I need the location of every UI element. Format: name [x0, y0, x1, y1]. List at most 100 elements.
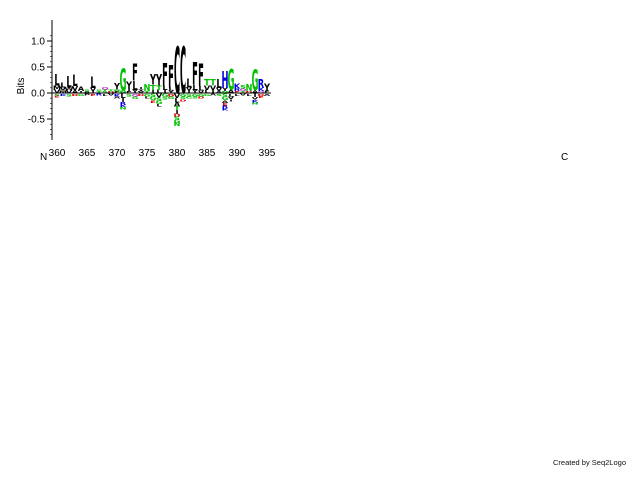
- logo-letter-c: C: [180, 34, 186, 108]
- logo-depleted-letter-g: G: [198, 93, 205, 97]
- logo-glyphs: VMLSEMVLKVWLSAVLDIAGASPIVLETSRSTQLDTVFNY…: [53, 34, 271, 127]
- logo-letter-y: Y: [149, 71, 156, 88]
- logo-depleted-letter-d: D: [72, 94, 79, 97]
- logo-depleted-letter-s: S: [54, 94, 61, 97]
- x-tick-label: 360: [49, 148, 66, 159]
- logo-letter-l: L: [192, 83, 197, 91]
- logo-depleted-letter-t: T: [174, 106, 180, 112]
- logo-letter-g: G: [120, 65, 127, 99]
- logo-depleted-letter-a: A: [264, 94, 271, 97]
- logo-letter-i: I: [187, 90, 190, 94]
- logo-letter-t: T: [108, 89, 115, 92]
- logo-depleted-letter-e: E: [258, 96, 264, 99]
- logo-letter-a: A: [228, 89, 236, 94]
- logo-letter-t: T: [150, 83, 156, 91]
- logo-letter-q: Q: [101, 86, 109, 90]
- logo-letter-f: F: [162, 58, 168, 94]
- y-tick-label: -0.5: [28, 115, 46, 126]
- logo-depleted-letter-s: S: [222, 93, 228, 98]
- logo-letter-t: T: [204, 78, 210, 88]
- logo-depleted-letter-s: S: [156, 97, 162, 102]
- logo-letter-l: L: [168, 87, 174, 92]
- logo-letter-n: N: [114, 89, 121, 92]
- logo-depleted-letter-a: A: [174, 101, 181, 108]
- logo-depleted-letter-g: G: [132, 96, 139, 100]
- y-tick-label: 1.0: [31, 37, 45, 48]
- logo-letter-f: F: [192, 57, 198, 93]
- logo-letter-t: T: [240, 91, 247, 94]
- logo-depleted-letter-d: D: [180, 99, 187, 102]
- axes: Bits N C -0.5 0.0 0.5 1.0 360 365 370 375 380 385…: [16, 20, 568, 163]
- logo-letter-y: Y: [131, 89, 139, 94]
- logo-letter-l: L: [186, 75, 191, 90]
- logo-letter-e: E: [234, 91, 240, 94]
- logo-depleted-letter-d: D: [174, 113, 182, 118]
- logo-letter-l: L: [204, 89, 210, 94]
- logo-letter-v: V: [198, 90, 205, 94]
- y-tick-label: 0.0: [31, 89, 45, 100]
- x-tick-label: 375: [139, 148, 156, 159]
- logo-letter-t: T: [210, 78, 216, 88]
- logo-depleted-letter-v: V: [252, 96, 259, 100]
- logo-letter-v: V: [210, 84, 217, 91]
- logo-depleted-letter-i: I: [253, 93, 256, 98]
- logo-depleted-letter-l: L: [102, 94, 107, 97]
- logo-letter-a: A: [252, 90, 259, 94]
- logo-letter-t: T: [144, 91, 151, 94]
- logo-letter-f: F: [126, 91, 132, 94]
- logo-letter-y: Y: [137, 89, 145, 92]
- logo-depleted-letter-g: G: [144, 93, 151, 97]
- logo-depleted-letter-k: K: [114, 93, 122, 97]
- logo-letter-i: I: [127, 88, 130, 92]
- logo-depleted-letter-g: G: [204, 94, 211, 97]
- logo-depleted-letter-s: S: [174, 116, 180, 121]
- logo-letter-f: F: [198, 59, 204, 95]
- logo-letter-n: N: [144, 82, 151, 94]
- logo-depleted-letter-g: G: [180, 93, 187, 97]
- logo-letter-v: V: [186, 87, 194, 92]
- logo-letter-w: W: [64, 87, 74, 92]
- logo-depleted-letter-l: L: [234, 94, 239, 97]
- logo-letter-n: N: [120, 90, 127, 94]
- logo-letter-q: Q: [257, 91, 264, 94]
- logo-letter-s: S: [84, 89, 91, 92]
- logo-depleted-letter-l: L: [144, 96, 149, 99]
- logo-depleted-letter-g: G: [156, 100, 163, 105]
- logo-letter-y: Y: [125, 80, 132, 92]
- logo-letter-i: I: [91, 91, 94, 94]
- logo-depleted-letter-d: D: [168, 93, 175, 97]
- logo-letter-i: I: [163, 89, 166, 94]
- logo-letter-l: L: [66, 72, 71, 91]
- logo-letter-l: L: [90, 73, 95, 92]
- logo-depleted-letter-v: V: [240, 94, 247, 96]
- logo-letter-l: L: [60, 81, 65, 89]
- logo-letter-n: N: [246, 82, 253, 94]
- logo-depleted-letter-g: G: [222, 96, 229, 101]
- logo-depleted-letter-n: N: [252, 102, 259, 105]
- x-tick-label: 365: [79, 148, 96, 159]
- logo-depleted-letter-l: L: [156, 103, 161, 107]
- logo-letter-k: K: [258, 87, 266, 92]
- logo-letter-a: A: [84, 91, 91, 93]
- logo-depleted-letter-a: A: [222, 100, 229, 104]
- logo-letter-a: A: [216, 91, 223, 94]
- logo-letter-l: L: [54, 71, 59, 90]
- created-by-credit: Created by Seq2Logo: [553, 458, 626, 467]
- logo-letter-n: N: [222, 91, 229, 94]
- logo-depleted-letter-r: R: [96, 94, 103, 96]
- logo-depleted-letter-p: P: [84, 94, 91, 96]
- logo-letter-r: R: [234, 88, 241, 92]
- logo-depleted-letter-e: E: [54, 96, 60, 98]
- logo-depleted-letter-v: V: [108, 94, 115, 96]
- logo-depleted-letter-e: E: [222, 102, 228, 106]
- logo-letter-s: S: [240, 84, 246, 89]
- logo-letter-y: Y: [221, 87, 229, 92]
- logo-letter-l: L: [156, 89, 162, 94]
- logo-letter-f: F: [168, 60, 174, 96]
- logo-depleted-letter-g: G: [174, 119, 181, 124]
- x-tick-label: 395: [259, 148, 276, 159]
- logo-depleted-letter-l: L: [246, 94, 251, 97]
- logo-depleted-letter-r: R: [222, 105, 229, 109]
- logo-letter-v: V: [54, 89, 62, 94]
